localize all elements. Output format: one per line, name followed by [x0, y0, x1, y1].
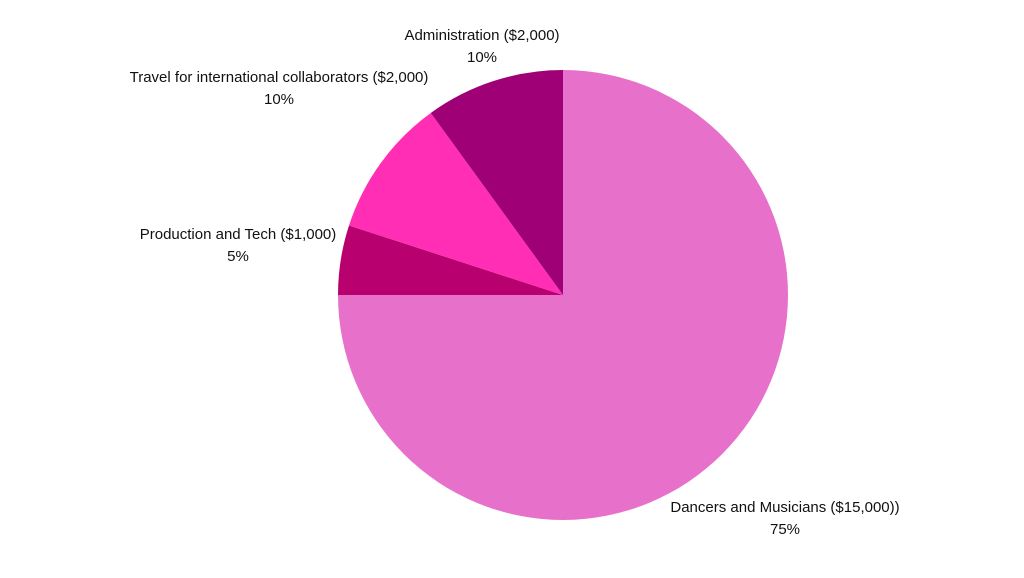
- slice-label-4: Administration ($2,000): [404, 27, 559, 44]
- slice-percent-4: 10%: [467, 49, 497, 66]
- slice-label-2: Production and Tech ($1,000): [140, 226, 337, 243]
- slice-percent-1: 75%: [770, 521, 800, 538]
- pie-slice-2: [338, 225, 563, 295]
- pie-slices: [338, 70, 788, 520]
- slice-percent-2: 5%: [227, 248, 249, 265]
- pie-labels: Dancers and Musicians ($15,000)) 75% Produ…: [130, 27, 900, 538]
- slice-percent-3: 10%: [264, 91, 294, 108]
- slice-label-1: Dancers and Musicians ($15,000)): [670, 499, 899, 516]
- slice-label-3: Travel for international collaborators (…: [130, 69, 429, 86]
- pie-slice-3: [349, 112, 563, 295]
- pie-slice-4: [430, 70, 563, 295]
